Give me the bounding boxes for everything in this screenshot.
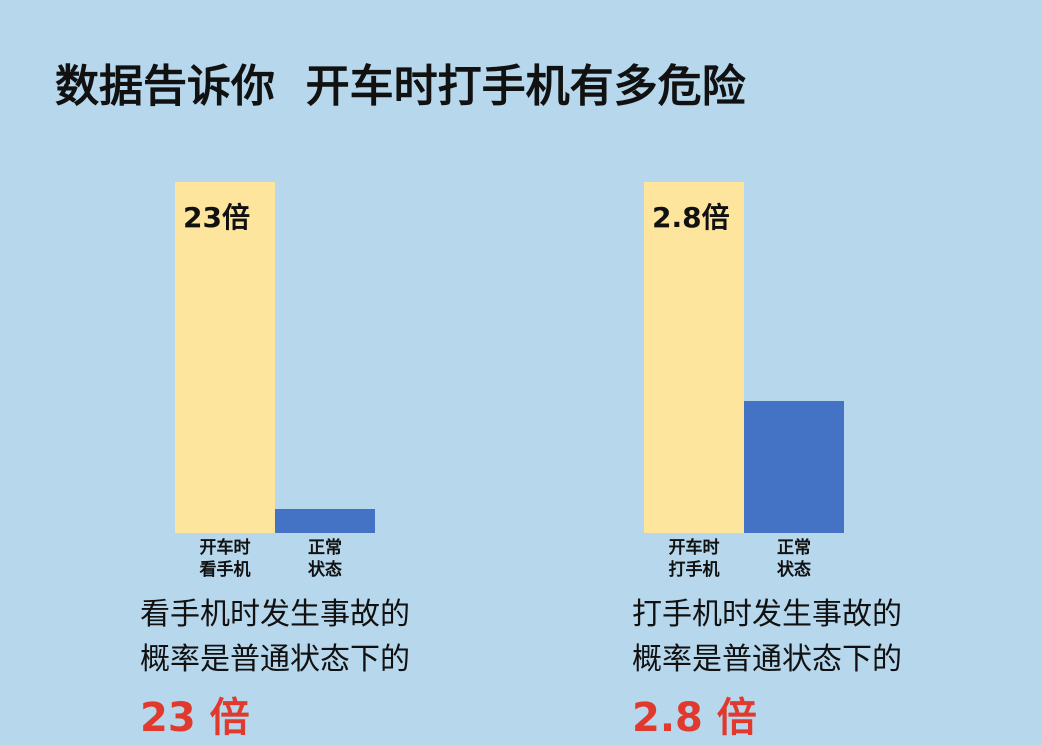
x-tick-label: 正常 状态 <box>777 538 811 580</box>
highlight: 23 倍 <box>140 695 250 741</box>
bar <box>644 182 744 533</box>
x-tick-label: 正常 状态 <box>308 538 342 580</box>
caption: 看手机时发生事故的 概率是普通状态下的 <box>140 597 410 677</box>
highlight: 2.8 倍 <box>632 695 757 741</box>
data-label: 2.8倍 <box>652 201 730 234</box>
caption: 打手机时发生事故的 概率是普通状态下的 <box>632 597 902 677</box>
bar <box>275 508 375 533</box>
title: 数据告诉你 开车时打手机有多危险 <box>55 61 746 112</box>
bar <box>175 182 275 533</box>
x-tick-label: 开车时 打手机 <box>668 538 720 580</box>
x-tick-label: 开车时 看手机 <box>199 538 251 580</box>
bar <box>744 401 844 533</box>
data-label: 23倍 <box>183 201 250 234</box>
